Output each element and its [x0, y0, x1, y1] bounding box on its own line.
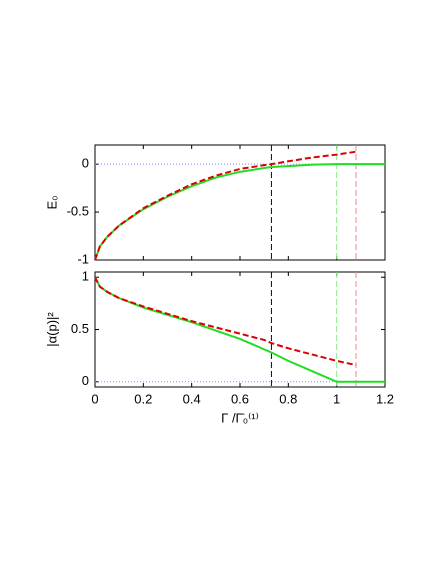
x-tick-label: 0	[91, 391, 98, 406]
x-tick-label: 1	[333, 391, 340, 406]
y-axis-label: E₀	[44, 195, 59, 209]
x-axis-label: Γ /Γ̄₀⁽¹⁾	[221, 410, 259, 425]
plot-frame	[94, 271, 386, 388]
y-tick-label: 0	[82, 373, 89, 388]
data-line	[94, 276, 385, 383]
data-line	[94, 150, 357, 261]
x-tick-label: 0.8	[279, 391, 297, 406]
y-tick-label: -1	[77, 251, 89, 266]
data-line	[94, 163, 385, 261]
x-tick-label: 0.4	[183, 391, 201, 406]
data-line	[94, 276, 357, 367]
x-tick-label: 0.2	[134, 391, 152, 406]
plot-frame	[94, 144, 386, 261]
x-tick-label: 0.6	[231, 391, 249, 406]
y-tick-label: 0.5	[71, 321, 89, 336]
x-tick-label: 1.2	[376, 391, 394, 406]
y-tick-label: 0	[82, 156, 89, 171]
y-tick-label: -0.5	[67, 204, 89, 219]
y-tick-label: 1	[82, 269, 89, 284]
y-axis-label: |α(p)|²	[44, 312, 59, 347]
